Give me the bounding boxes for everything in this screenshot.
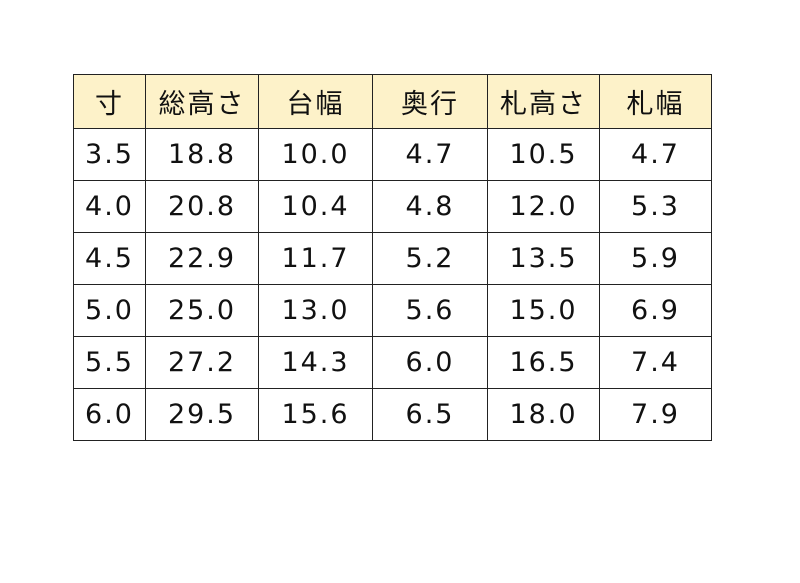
table-cell: 20.8 [145,180,259,233]
header-row: 寸総高さ 台幅 奥行 札高さ 札幅 [73,74,712,129]
table-cell: 4.8 [372,180,488,233]
table-row: 5.0 25.0 13.0 5.6 15.0 6.9 [73,284,712,337]
header-cell: 台幅 [258,74,373,129]
table-row: 4.0 20.8 10.4 4.8 12.0 5.3 [73,180,712,233]
table-cell: 5.3 [599,180,712,233]
table-cell: 29.5 [145,388,259,441]
header-cell: 札高さ [487,74,600,129]
table-cell: 6.0 [372,336,488,389]
table-row: 6.0 29.5 15.6 6.5 18.0 7.9 [73,388,712,441]
table-cell: 27.2 [145,336,259,389]
header-cell: 総高さ [145,74,259,129]
table-cell: 13.5 [487,232,600,285]
table-cell: 6.0 [73,388,146,441]
table-cell: 15.0 [487,284,600,337]
table-cell: 15.6 [258,388,373,441]
table-cell: 5.5 [73,336,146,389]
table-row: 3.5 18.8 10.0 4.7 10.5 4.7 [73,128,712,181]
table-cell: 6.5 [372,388,488,441]
table-cell: 4.7 [372,128,488,181]
table-cell: 14.3 [258,336,373,389]
table-cell: 13.0 [258,284,373,337]
header-cell: 奥行 [372,74,488,129]
table-cell: 5.0 [73,284,146,337]
table-cell: 18.0 [487,388,600,441]
table-cell: 5.6 [372,284,488,337]
header-cell: 札幅 [599,74,712,129]
table-cell: 25.0 [145,284,259,337]
table-cell: 5.9 [599,232,712,285]
header-cell: 寸 [73,74,146,129]
table-cell: 4.0 [73,180,146,233]
table-cell: 4.5 [73,232,146,285]
table-cell: 3.5 [73,128,146,181]
table-row: 4.5 22.9 11.7 5.2 13.5 5.9 [73,232,712,285]
table-row: 5.5 27.2 14.3 6.0 16.5 7.4 [73,336,712,389]
table-cell: 10.0 [258,128,373,181]
table-cell: 11.7 [258,232,373,285]
table-cell: 22.9 [145,232,259,285]
table-cell: 7.4 [599,336,712,389]
table-cell: 6.9 [599,284,712,337]
table-cell: 12.0 [487,180,600,233]
table-body: 3.5 18.8 10.0 4.7 10.5 4.7 4.0 20.8 10.4 4.8 12.0 5… [73,128,712,441]
table-cell: 16.5 [487,336,600,389]
table-cell: 5.2 [372,232,488,285]
table-cell: 4.7 [599,128,712,181]
table-cell: 10.4 [258,180,373,233]
table-cell: 7.9 [599,388,712,441]
table-cell: 10.5 [487,128,600,181]
table-cell: 18.8 [145,128,259,181]
size-table: 寸総高さ 台幅 奥行 札高さ 札幅 3.5 18.8 10.0 4.7 10.5 4.7 4.0 20… [73,74,712,441]
